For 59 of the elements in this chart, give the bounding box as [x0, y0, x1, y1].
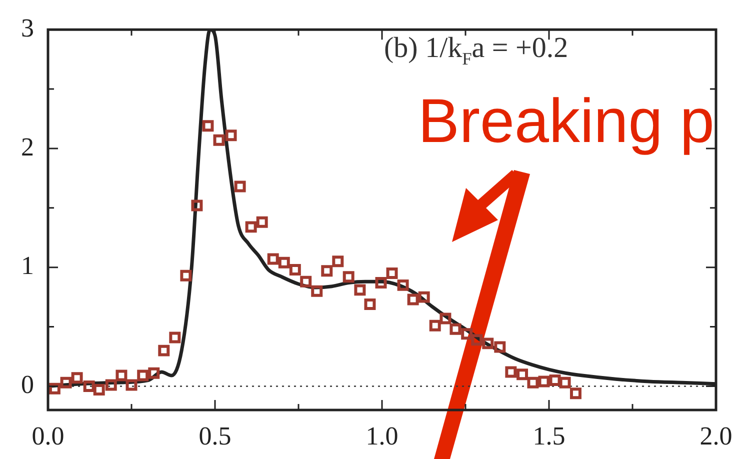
- point: [202, 120, 214, 132]
- x-tick-label: 2.0: [700, 421, 732, 450]
- point: [234, 180, 246, 192]
- point: [354, 284, 366, 296]
- point: [527, 376, 539, 388]
- point: [538, 376, 550, 388]
- x-tick-label: 1.5: [532, 421, 566, 450]
- point: [482, 338, 494, 350]
- point: [407, 294, 419, 306]
- point: [450, 323, 462, 335]
- y-tick-label: 1: [21, 251, 34, 280]
- point: [332, 256, 344, 268]
- y-tick-label: 2: [21, 132, 34, 162]
- point: [461, 328, 473, 340]
- point: [471, 334, 483, 346]
- point: [516, 368, 528, 380]
- x-tick-label: 0.5: [198, 421, 232, 450]
- point: [549, 374, 561, 386]
- point: [494, 341, 506, 353]
- point: [169, 332, 181, 344]
- point: [375, 277, 387, 289]
- point: [342, 271, 354, 283]
- point: [256, 216, 268, 228]
- annotation: Breaking p: [418, 87, 714, 156]
- y-tick-label: 3: [21, 13, 34, 42]
- point: [105, 379, 117, 391]
- point: [321, 265, 333, 277]
- x-tick-label: 1.0: [366, 421, 398, 450]
- point: [505, 366, 517, 378]
- point: [559, 376, 571, 388]
- point: [429, 320, 441, 332]
- point: [397, 279, 409, 291]
- point: [225, 130, 237, 142]
- point: [213, 134, 225, 146]
- point: [83, 380, 95, 392]
- point: [191, 200, 203, 212]
- point: [267, 253, 279, 265]
- point: [570, 388, 582, 400]
- point: [126, 379, 138, 391]
- point: [311, 285, 323, 297]
- point: [245, 221, 257, 233]
- point: [158, 344, 170, 356]
- x-tick-label: 0.0: [32, 421, 64, 450]
- point: [440, 312, 452, 324]
- point: [180, 270, 192, 282]
- point: [137, 370, 149, 382]
- point: [60, 376, 72, 388]
- point: [93, 384, 105, 396]
- point: [71, 372, 83, 384]
- point: [48, 382, 60, 394]
- point: [300, 276, 312, 288]
- y-tick-label: 0: [21, 370, 34, 400]
- point: [148, 367, 160, 379]
- point: [278, 256, 290, 268]
- point: [418, 291, 430, 303]
- point: [116, 370, 128, 382]
- point: [364, 298, 376, 310]
- point: [289, 264, 301, 276]
- point: [386, 268, 398, 280]
